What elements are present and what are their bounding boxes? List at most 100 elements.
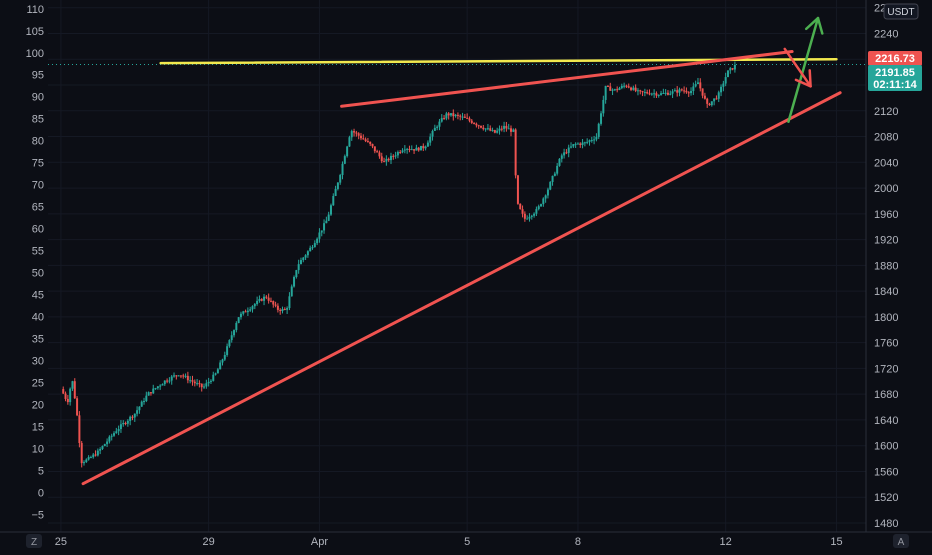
candle[interactable] (533, 212, 536, 218)
candle-body[interactable] (69, 388, 72, 403)
candle[interactable] (223, 351, 226, 361)
candle-body[interactable] (729, 68, 732, 71)
candle-body[interactable] (717, 92, 720, 99)
candle[interactable] (173, 372, 176, 378)
candle-body[interactable] (606, 85, 609, 87)
candle[interactable] (336, 182, 339, 191)
candle[interactable] (482, 124, 485, 131)
right-axis[interactable]: 2280224022002160212020802040200019601920… (865, 0, 898, 532)
candle[interactable] (290, 284, 293, 297)
candle[interactable] (510, 125, 513, 137)
candle-body[interactable] (505, 125, 508, 129)
candle-body[interactable] (657, 94, 660, 96)
candle-body[interactable] (510, 128, 513, 132)
candle[interactable] (632, 85, 635, 91)
candle[interactable] (567, 144, 570, 158)
candle-body[interactable] (415, 147, 418, 151)
candle[interactable] (449, 113, 452, 117)
candle[interactable] (710, 101, 713, 107)
candle-body[interactable] (713, 98, 716, 102)
candle[interactable] (348, 135, 351, 147)
candle-body[interactable] (519, 203, 522, 210)
candle-body[interactable] (140, 401, 143, 407)
candle[interactable] (623, 82, 626, 89)
candle[interactable] (639, 89, 642, 95)
candle-body[interactable] (89, 457, 92, 459)
candle[interactable] (101, 445, 104, 451)
candle-body[interactable] (602, 99, 605, 114)
candle[interactable] (576, 142, 579, 145)
candle-body[interactable] (327, 214, 330, 221)
candle[interactable] (733, 61, 736, 73)
candle[interactable] (461, 112, 464, 121)
candle[interactable] (366, 137, 369, 143)
candle-body[interactable] (720, 86, 723, 93)
candle-body[interactable] (583, 142, 586, 144)
candle[interactable] (189, 376, 192, 384)
candle-body[interactable] (646, 92, 649, 94)
candle[interactable] (625, 84, 628, 88)
candle-body[interactable] (544, 195, 547, 199)
candle[interactable] (62, 386, 65, 395)
candle-body[interactable] (226, 346, 229, 356)
candle-body[interactable] (131, 416, 134, 418)
candle-body[interactable] (466, 117, 469, 119)
candle-body[interactable] (350, 131, 353, 138)
candle-body[interactable] (424, 146, 427, 149)
candle[interactable] (581, 139, 584, 149)
candle[interactable] (475, 122, 478, 128)
candle-body[interactable] (293, 277, 296, 287)
candle-body[interactable] (306, 251, 309, 256)
candle[interactable] (433, 124, 436, 132)
candle[interactable] (196, 379, 199, 386)
candle[interactable] (724, 72, 727, 87)
candle[interactable] (297, 259, 300, 274)
candle-body[interactable] (83, 462, 86, 464)
candle-body[interactable] (302, 257, 305, 261)
candle-body[interactable] (627, 86, 630, 88)
candle[interactable] (138, 406, 141, 414)
candle-body[interactable] (359, 135, 362, 139)
candle[interactable] (334, 185, 337, 197)
candle[interactable] (99, 447, 102, 455)
candle-body[interactable] (489, 128, 492, 131)
candle-body[interactable] (671, 91, 674, 94)
candle-body[interactable] (413, 149, 416, 151)
candle-body[interactable] (179, 375, 182, 377)
candle[interactable] (302, 256, 305, 263)
candle-body[interactable] (163, 380, 166, 385)
candle[interactable] (523, 211, 526, 222)
candle-body[interactable] (329, 205, 332, 215)
candle-body[interactable] (161, 384, 164, 386)
candle-body[interactable] (348, 137, 351, 147)
candle-body[interactable] (124, 423, 127, 425)
candle-body[interactable] (189, 380, 192, 382)
candle-body[interactable] (106, 441, 109, 445)
candle[interactable] (396, 150, 399, 159)
candle[interactable] (244, 309, 247, 313)
candle[interactable] (269, 297, 272, 303)
candle[interactable] (403, 145, 406, 154)
candle[interactable] (346, 145, 349, 158)
candle[interactable] (692, 82, 695, 95)
candle-body[interactable] (115, 431, 118, 434)
candle-body[interactable] (542, 198, 545, 205)
candle-body[interactable] (233, 330, 236, 336)
candle-body[interactable] (680, 89, 683, 91)
candle[interactable] (364, 137, 367, 143)
candle-body[interactable] (726, 70, 729, 78)
candle[interactable] (272, 300, 275, 308)
candle[interactable] (590, 136, 593, 143)
candle-body[interactable] (177, 375, 180, 377)
candle[interactable] (516, 174, 519, 205)
candle[interactable] (731, 68, 734, 71)
candle-body[interactable] (523, 213, 526, 219)
candle[interactable] (609, 82, 612, 91)
candle[interactable] (313, 240, 316, 248)
candle[interactable] (394, 151, 397, 159)
candle-body[interactable] (641, 91, 644, 93)
candle[interactable] (551, 175, 554, 186)
candle[interactable] (549, 181, 552, 191)
candle[interactable] (560, 153, 563, 163)
candle[interactable] (544, 194, 547, 203)
